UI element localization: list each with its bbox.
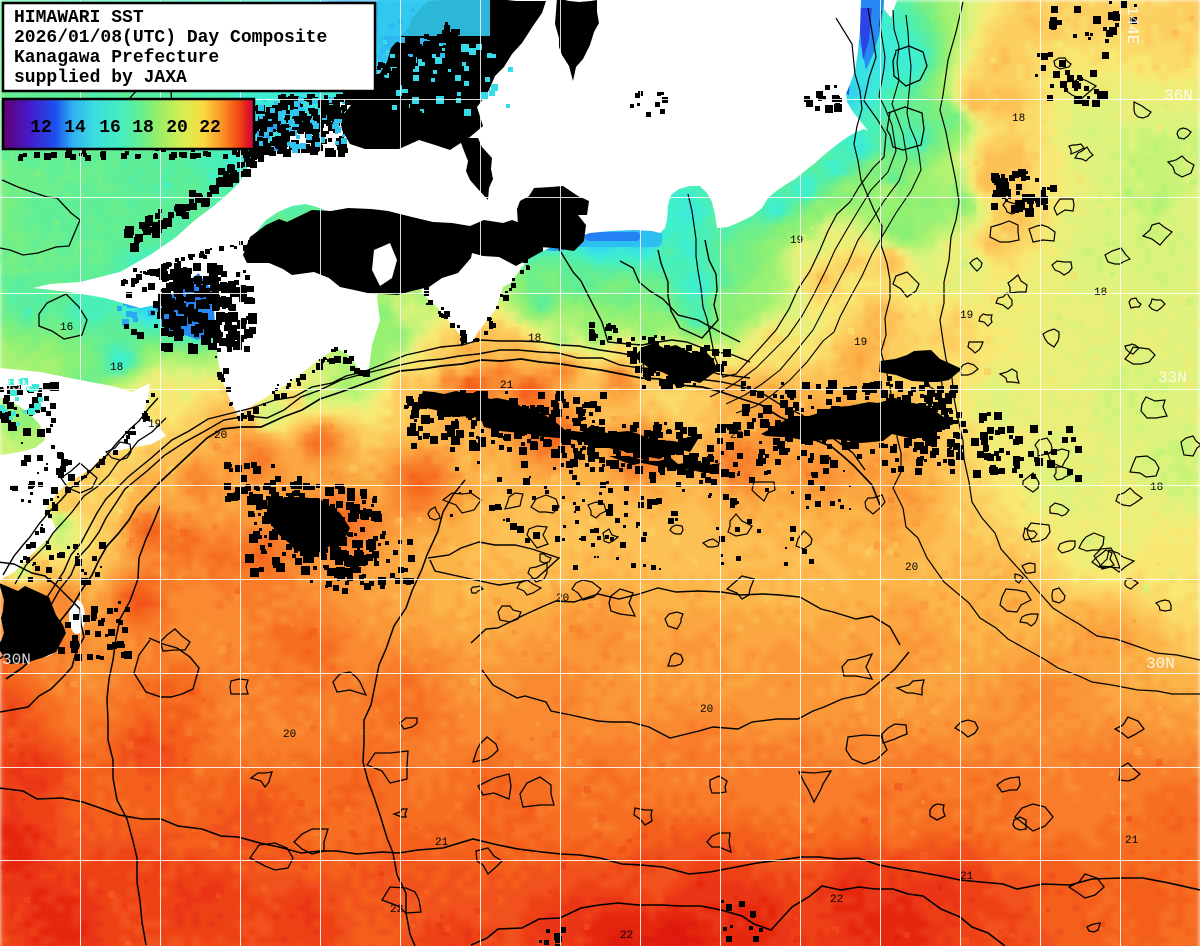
- svg-text:20: 20: [214, 430, 227, 442]
- svg-text:18: 18: [1150, 482, 1163, 494]
- svg-text:20: 20: [556, 593, 569, 605]
- svg-text:19: 19: [854, 337, 867, 349]
- svg-text:30N: 30N: [1146, 655, 1175, 673]
- svg-text:18: 18: [110, 362, 123, 374]
- svg-text:19: 19: [960, 310, 973, 322]
- svg-text:20: 20: [905, 562, 918, 574]
- svg-text:16: 16: [99, 118, 121, 138]
- svg-text:20: 20: [283, 729, 296, 741]
- svg-text:Kanagawa Prefecture: Kanagawa Prefecture: [14, 48, 219, 68]
- svg-text:20: 20: [166, 118, 188, 138]
- svg-text:21: 21: [500, 380, 514, 392]
- svg-text:22: 22: [199, 118, 221, 138]
- svg-text:22: 22: [830, 894, 843, 906]
- svg-text:19: 19: [148, 419, 161, 431]
- svg-text:33N: 33N: [1158, 369, 1187, 387]
- svg-text:18: 18: [1012, 113, 1025, 125]
- svg-text:36N: 36N: [1164, 87, 1193, 105]
- svg-text:HIMAWARI SST: HIMAWARI SST: [14, 8, 144, 28]
- svg-text:18: 18: [132, 118, 154, 138]
- svg-text:20: 20: [730, 430, 743, 442]
- svg-text:18: 18: [640, 363, 653, 375]
- svg-text:18: 18: [528, 333, 541, 345]
- svg-text:2026/01/08(UTC) Day Composite: 2026/01/08(UTC) Day Composite: [14, 28, 327, 48]
- svg-text:22: 22: [620, 930, 633, 942]
- svg-text:16: 16: [60, 322, 73, 334]
- svg-text:21: 21: [1125, 835, 1139, 847]
- svg-text:21: 21: [960, 871, 974, 883]
- svg-text:20: 20: [700, 704, 713, 716]
- svg-text:19: 19: [790, 235, 803, 247]
- svg-text:supplied by JAXA: supplied by JAXA: [14, 68, 187, 88]
- svg-text:30N: 30N: [2, 651, 31, 669]
- svg-text:144E: 144E: [1123, 6, 1141, 44]
- svg-text:12: 12: [30, 118, 52, 138]
- svg-text:33N: 33N: [2, 377, 31, 395]
- svg-text:22: 22: [390, 904, 403, 916]
- svg-text:14: 14: [64, 118, 86, 138]
- svg-text:21: 21: [435, 837, 449, 849]
